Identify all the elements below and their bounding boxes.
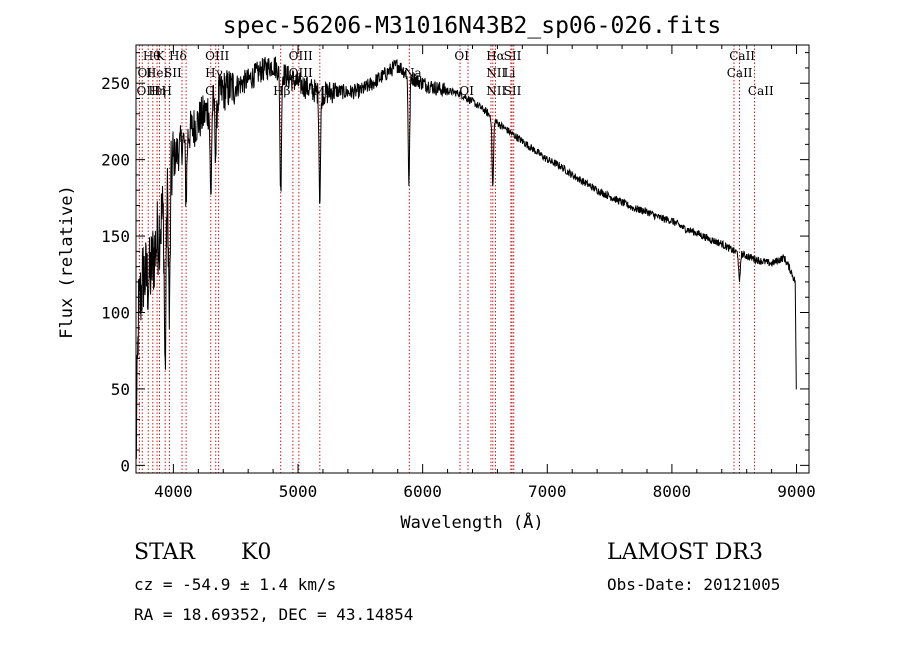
line-marker-label: SII [504,49,522,63]
line-marker-label: CaII [748,84,774,98]
line-marker-label: OIII [289,66,313,80]
line-marker-label: Hδ [169,49,187,63]
y-tick-label: 100 [101,304,130,323]
survey-name: LAMOST DR3 [607,540,763,565]
line-marker-label: NII [486,84,506,98]
line-marker-label: H [162,84,172,98]
line-marker-label: OI [454,49,469,63]
line-marker-label: SII [504,84,522,98]
line-marker-label: Hα [486,49,505,63]
x-tick-label: 5000 [279,482,318,501]
line-marker-label: Hγ [205,66,223,80]
y-axis-label: Flux (relative) [57,185,77,339]
line-marker-label: NII [486,66,506,80]
coordinates: RA = 18.69352, DEC = 43.14854 [134,605,414,624]
line-marker-label: SII [164,66,182,80]
y-tick-label: 50 [111,380,130,399]
line-marker-label: CaII [729,49,755,63]
line-marker-label: K [156,49,166,63]
x-tick-label: 7000 [528,482,567,501]
spectrum-line [135,56,797,459]
y-tick-label: 250 [101,74,130,93]
line-marker-label: Hθ [143,49,161,63]
line-marker-label: OI [459,84,474,98]
line-marker-label: Hη [148,84,166,98]
y-tick-label: 150 [101,227,130,246]
spectrum-series [135,56,797,459]
line-marker-label: Hβ [273,84,290,98]
x-tick-label: 6000 [403,482,442,501]
redshift-velocity: cz = -54.9 ± 1.4 km/s [134,575,337,594]
line-marker-label: OIII [136,84,160,98]
y-tick-label: 0 [120,456,130,475]
line-markers [138,45,755,473]
x-tick-label: 4000 [154,482,193,501]
line-marker-label: HeI [146,66,169,80]
line-marker-label: OIII [205,49,229,63]
line-marker-label: CaII [727,66,753,80]
x-tick-label: 9000 [777,482,816,501]
object-class: STAR [134,540,195,565]
axis-ticks: 4000 5000 6000 7000 8000 9000 0 50 100 150 200 250 [101,45,816,501]
line-marker-label: Mg [313,84,333,98]
line-marker-label: G [205,84,215,98]
chart-title: spec-56206-M31016N43B2_sp06-026.fits [223,13,722,39]
line-marker-label: Na [404,66,422,80]
line-marker-label: OI [137,66,152,80]
line-marker-label: OIII [289,49,313,63]
x-axis-label: Wavelength (Å) [400,511,543,533]
y-tick-label: 200 [101,151,130,170]
line-marker-label: Li [504,66,516,80]
object-subclass: K0 [241,540,272,565]
observation-date: Obs-Date: 20121005 [607,575,781,594]
x-tick-label: 8000 [653,482,692,501]
plot-frame [135,44,810,474]
